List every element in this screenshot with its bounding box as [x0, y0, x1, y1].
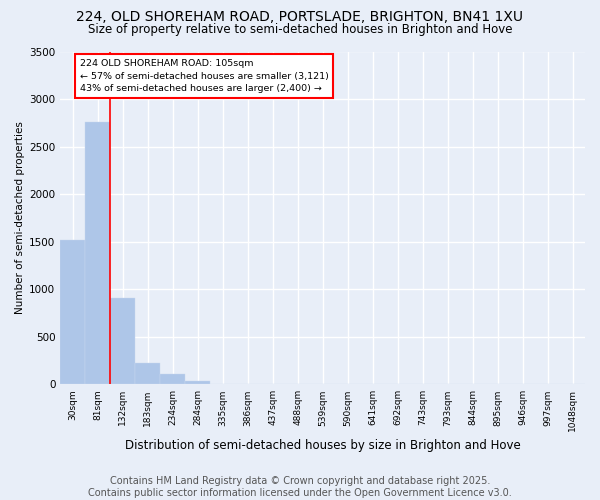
Bar — [60, 240, 85, 384]
X-axis label: Distribution of semi-detached houses by size in Brighton and Hove: Distribution of semi-detached houses by … — [125, 440, 521, 452]
Bar — [160, 374, 185, 384]
Bar — [135, 363, 160, 384]
Text: Contains HM Land Registry data © Crown copyright and database right 2025.
Contai: Contains HM Land Registry data © Crown c… — [88, 476, 512, 498]
Text: Size of property relative to semi-detached houses in Brighton and Hove: Size of property relative to semi-detach… — [88, 22, 512, 36]
Text: 224 OLD SHOREHAM ROAD: 105sqm
← 57% of semi-detached houses are smaller (3,121)
: 224 OLD SHOREHAM ROAD: 105sqm ← 57% of s… — [80, 59, 329, 93]
Bar — [85, 122, 110, 384]
Bar — [185, 380, 210, 384]
Text: 224, OLD SHOREHAM ROAD, PORTSLADE, BRIGHTON, BN41 1XU: 224, OLD SHOREHAM ROAD, PORTSLADE, BRIGH… — [77, 10, 523, 24]
Bar — [110, 298, 135, 384]
Y-axis label: Number of semi-detached properties: Number of semi-detached properties — [15, 122, 25, 314]
